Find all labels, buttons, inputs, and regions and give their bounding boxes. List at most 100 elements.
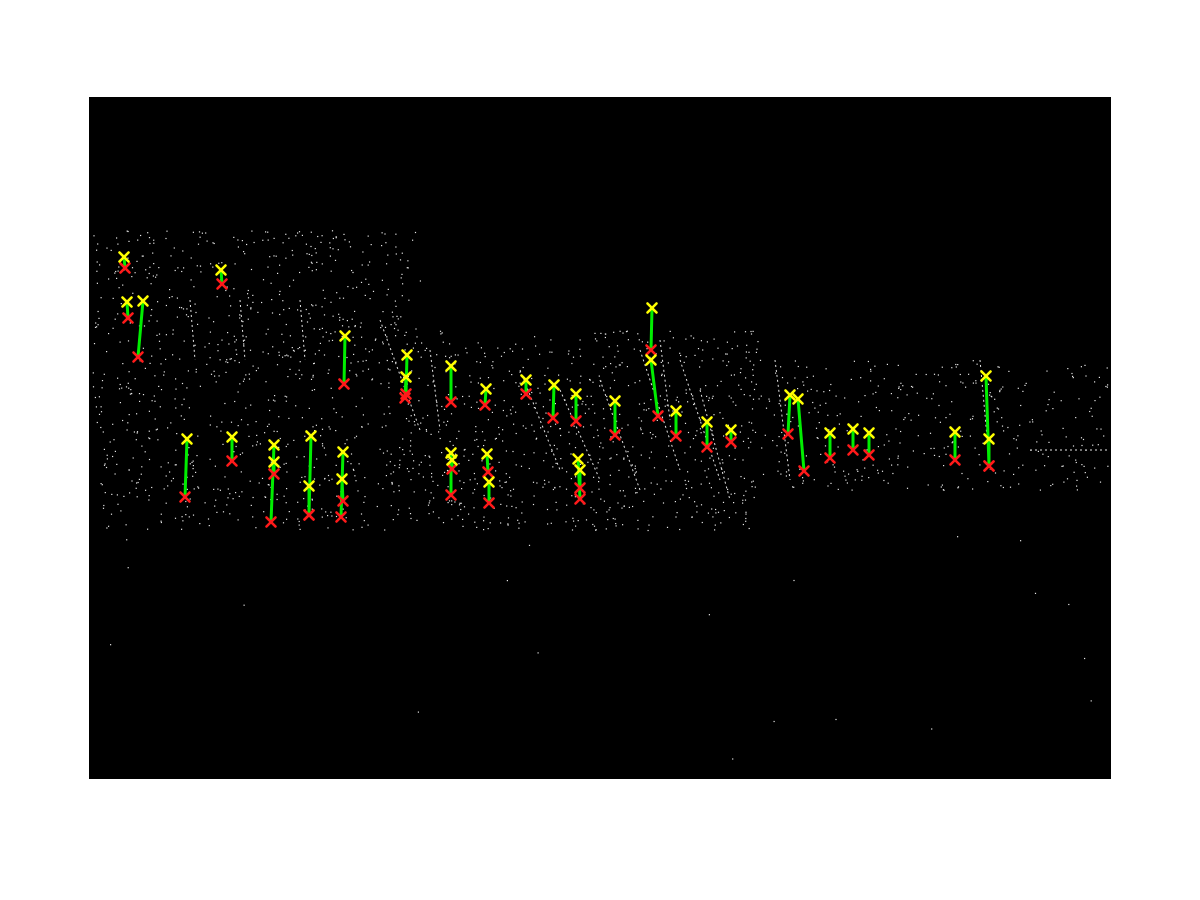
edge-pixel — [533, 495, 535, 497]
edge-pixel — [189, 498, 191, 500]
edge-pixel — [136, 496, 138, 498]
edge-pixel — [361, 336, 363, 338]
edge-pixel — [100, 406, 102, 408]
edge-pixel — [197, 435, 199, 437]
edge-pixel — [803, 384, 805, 386]
edge-pixel — [96, 326, 98, 328]
edge-pixel — [117, 313, 119, 315]
edge-pixel — [328, 340, 330, 342]
edge-pixel — [711, 397, 713, 399]
edge-pixel — [118, 388, 121, 390]
edge-pixel — [154, 375, 156, 377]
track-end-marker — [303, 509, 315, 521]
edge-pixel — [943, 447, 945, 449]
edge-pixel — [580, 375, 582, 377]
edge-pixel — [156, 334, 158, 336]
edge-pixel — [1071, 372, 1073, 375]
edge-pixel — [937, 374, 939, 376]
edge-pixel — [704, 470, 706, 472]
edge-pixel — [369, 298, 371, 300]
edge-pixel — [156, 274, 158, 276]
edge-pixel — [661, 374, 663, 377]
edge-pixel — [714, 524, 716, 526]
edge-pixel — [416, 519, 418, 521]
edge-pixel — [171, 296, 173, 298]
edge-pixel — [95, 322, 97, 324]
edge-pixel — [191, 461, 193, 463]
edge-pixel — [574, 496, 576, 498]
edge-pixel — [644, 488, 646, 490]
edge-pixel — [891, 464, 893, 466]
edge-pixel — [572, 356, 575, 358]
edge-pixel — [938, 455, 940, 458]
edge-pixel — [613, 379, 616, 381]
edge-pixel — [406, 267, 408, 269]
edge-pixel — [599, 446, 601, 448]
edge-pixel — [512, 406, 514, 408]
edge-pixel — [403, 453, 405, 456]
edge-pixel — [447, 420, 449, 422]
edge-pixel — [330, 301, 332, 303]
edge-pixel — [321, 428, 324, 430]
edge-pixel — [739, 431, 741, 433]
edge-pixel — [502, 409, 504, 412]
edge-pixel — [466, 352, 468, 354]
edge-pixel — [127, 422, 129, 424]
edge-pixel — [503, 380, 505, 382]
edge-pixel — [414, 424, 416, 426]
edge-pixel — [286, 518, 288, 520]
edge-pixel — [363, 520, 365, 522]
edge-pixel — [398, 485, 400, 487]
edge-pixel — [127, 257, 129, 259]
edge-pixel — [429, 456, 431, 458]
edge-pixel — [228, 315, 230, 317]
edge-pixel — [386, 263, 388, 265]
edge-pixel — [834, 471, 836, 473]
edge-pixel — [712, 516, 714, 518]
edge-pixel — [951, 367, 953, 369]
edge-pixel — [336, 495, 338, 497]
edge-pixel — [315, 252, 317, 254]
edge-pixel — [116, 494, 118, 496]
edge-pixel — [917, 435, 919, 437]
edge-pixel — [605, 528, 607, 530]
edge-pixel — [632, 446, 634, 448]
edge-pixel — [344, 239, 346, 241]
edge-pixel — [404, 334, 406, 336]
edge-pixel — [565, 488, 568, 490]
edge-pixel — [119, 402, 121, 404]
edge-pixel — [778, 403, 780, 405]
edge-pixel — [597, 435, 599, 437]
edge-pixel — [614, 356, 616, 358]
edge-pixel — [1013, 438, 1015, 440]
edge-pixel — [370, 244, 372, 246]
edge-pixel — [384, 233, 386, 235]
edge-pixel — [599, 458, 601, 460]
edge-pixel — [284, 395, 286, 397]
edge-pixel — [463, 449, 465, 451]
edge-pixel — [328, 426, 330, 428]
edge-pixel — [648, 524, 650, 526]
track-start-marker — [983, 433, 995, 445]
edge-pixel — [568, 350, 570, 352]
edge-pixel — [365, 359, 367, 362]
edge-pixel — [494, 404, 496, 406]
edge-pixel — [595, 512, 597, 514]
edge-pixel — [802, 477, 804, 479]
edge-pixel — [740, 388, 742, 390]
edge-pixel — [754, 486, 756, 488]
edge-pixel — [584, 412, 586, 414]
edge-pixel — [195, 371, 197, 373]
edge-pixel — [476, 526, 478, 528]
edge-pixel — [117, 503, 119, 505]
edge-pixel — [510, 413, 512, 415]
edge-pixel — [523, 453, 525, 456]
edge-pixel — [752, 330, 754, 332]
edge-pixel — [330, 270, 332, 272]
edge-pixel — [609, 483, 611, 486]
edge-pixel — [1009, 486, 1012, 488]
edge-pixel — [252, 516, 254, 518]
edge-pixel — [236, 353, 238, 355]
edge-pixel — [553, 444, 555, 446]
edge-pixel — [506, 505, 508, 507]
